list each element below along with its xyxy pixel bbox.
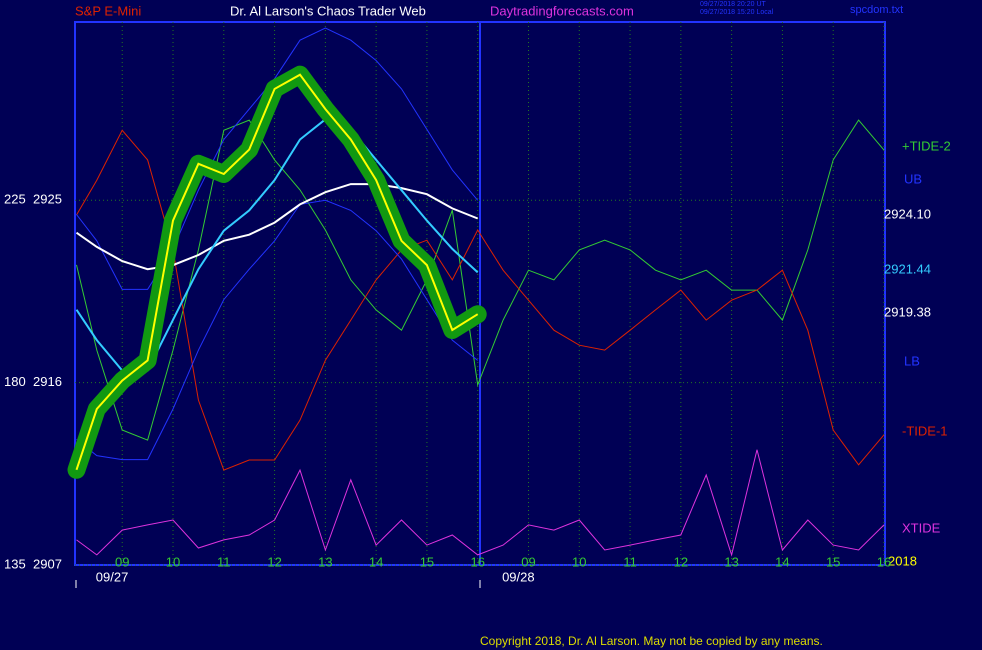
site: Daytradingforecasts.com [490,3,634,18]
x-tick-label: 10 [572,554,586,569]
instrument: S&P E-Mini [75,3,141,18]
y-tick-label: 2916 [33,374,62,389]
series-line [76,129,885,471]
x-tick-label: 12 [674,554,688,569]
x-tick-label: 09 [115,554,129,569]
series-line [75,183,479,271]
x-tick-label: 09 [521,554,535,569]
x-tick-label: 15 [420,554,434,569]
timestamp: 09/27/2018 20:20 UT [700,1,766,8]
x-tick-label: 12 [267,554,281,569]
series-line [76,119,885,441]
series-line [76,449,885,557]
legend-label: XTIDE [902,520,941,535]
x-tick-label: 13 [318,554,332,569]
series-line [75,73,479,471]
end-value-label: 2921.44 [884,261,931,276]
end-value-label: 2919.38 [884,304,931,319]
x-tick-label: 13 [724,554,738,569]
file-name: spcdom.txt [850,4,903,16]
y2-tick-label: 135 [4,556,26,571]
end-value-label: 2924.10 [884,206,931,221]
y2-tick-label: 225 [4,191,26,206]
corner-text: 2018 [888,553,917,568]
legend-label: UB [904,171,922,186]
chart-title: Dr. Al Larson's Chaos Trader Web [230,3,426,18]
y2-tick-label: 180 [4,374,26,389]
date-label: 09/28 [502,569,535,584]
x-tick-label: 11 [623,554,637,569]
date-label: 09/27 [96,569,129,584]
x-tick-label: 11 [217,554,231,569]
copyright: Copyright 2018, Dr. Al Larson. May not b… [480,634,823,648]
y-tick-label: 2925 [33,192,62,207]
x-tick-label: 14 [775,554,789,569]
x-tick-label: 16 [877,554,891,569]
timestamp: 09/27/2018 15:20 Local [700,9,774,16]
x-tick-label: 14 [369,554,383,569]
legend-label: LB [904,353,920,368]
x-tick-label: 16 [470,554,484,569]
x-tick-label: 15 [826,554,840,569]
legend-label: -TIDE-1 [902,423,948,438]
x-tick-label: 10 [166,554,180,569]
series-line [76,199,479,461]
y-tick-label: 2907 [33,556,62,571]
legend-label: +TIDE-2 [902,138,951,153]
